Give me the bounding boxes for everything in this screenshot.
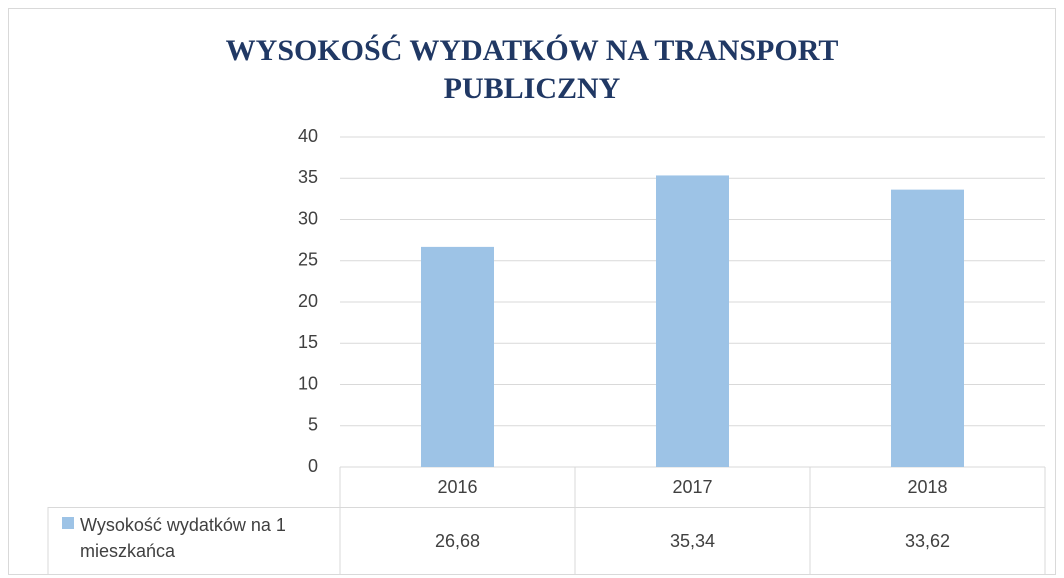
y-tick-label: 5 <box>308 415 318 435</box>
data-table-value: 26,68 <box>435 531 480 551</box>
y-tick-label: 40 <box>298 126 318 146</box>
y-tick-label: 20 <box>298 291 318 311</box>
y-tick-label: 10 <box>298 373 318 393</box>
bar <box>421 246 494 467</box>
y-tick-label: 25 <box>298 250 318 270</box>
x-tick-label: 2016 <box>437 477 477 497</box>
bar <box>656 175 729 467</box>
y-tick-label: 15 <box>298 332 318 352</box>
data-table-lines <box>47 467 1046 575</box>
data-table-value: 33,62 <box>905 531 950 551</box>
y-tick-label: 0 <box>308 456 318 476</box>
chart-title: WYSOKOŚĆ WYDATKÓW NA TRANSPORT PUBLICZNY <box>225 34 839 105</box>
y-tick-label: 30 <box>298 208 318 228</box>
y-tick-label: 35 <box>298 167 318 187</box>
legend-label: Wysokość wydatków na 1 mieszkańca <box>80 515 286 561</box>
x-tick-label: 2018 <box>907 477 947 497</box>
bar <box>891 189 964 467</box>
x-tick-label: 2017 <box>672 477 712 497</box>
data-table-value: 35,34 <box>670 531 715 551</box>
chart-frame <box>8 8 1056 575</box>
legend-swatch <box>62 517 74 529</box>
